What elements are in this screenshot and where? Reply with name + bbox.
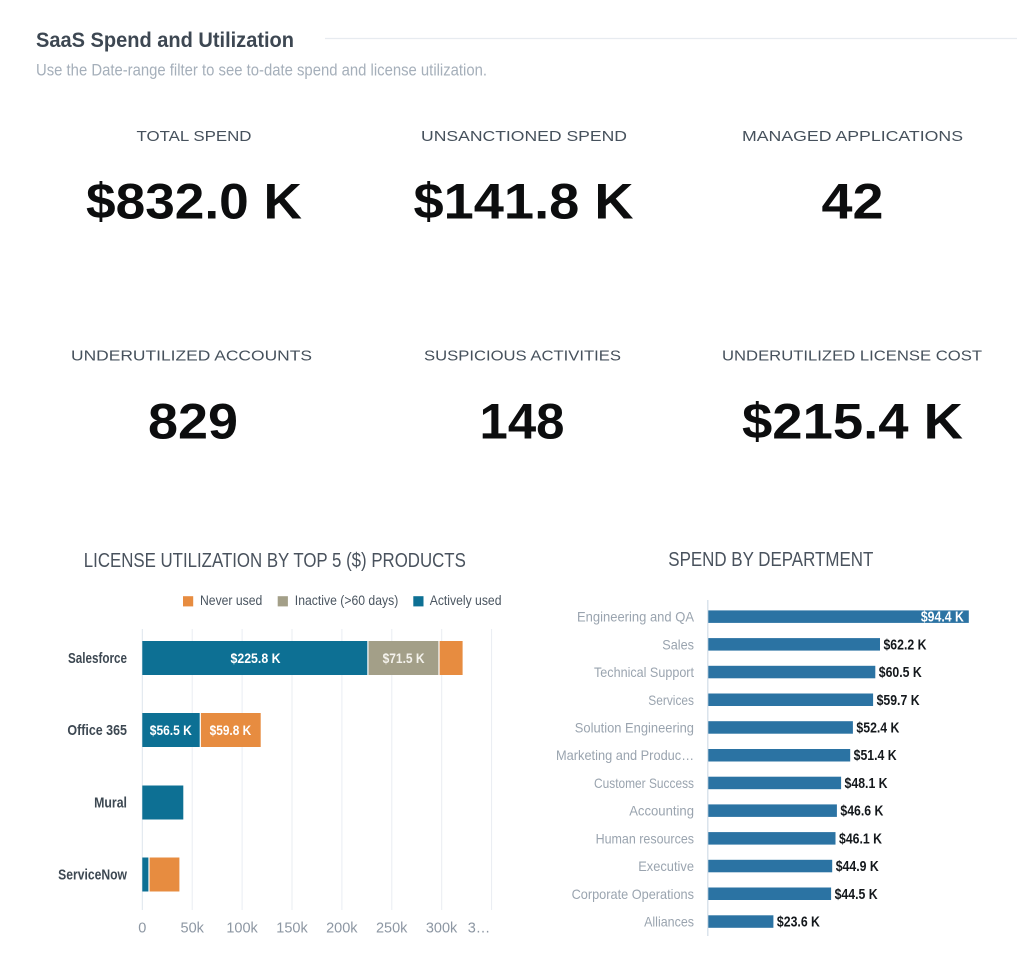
svg-text:$71.5 K: $71.5 K [383, 650, 425, 666]
svg-text:$46.1 K: $46.1 K [839, 831, 882, 847]
svg-text:100k: 100k [226, 921, 258, 937]
svg-text:$60.5 K: $60.5 K [879, 665, 922, 681]
svg-text:$44.9 K: $44.9 K [836, 859, 879, 875]
svg-text:Human resources: Human resources [596, 830, 694, 846]
svg-text:SaaS Spend and Utilization: SaaS Spend and Utilization [36, 29, 294, 52]
svg-text:Customer Success: Customer Success [594, 775, 694, 791]
svg-text:$141.8 K: $141.8 K [414, 174, 634, 230]
svg-text:150k: 150k [276, 921, 308, 937]
svg-text:TOTAL SPEND: TOTAL SPEND [137, 128, 252, 145]
svg-text:Sales: Sales [662, 636, 694, 652]
svg-text:250k: 250k [376, 921, 408, 937]
svg-text:$59.8 K: $59.8 K [210, 722, 252, 738]
svg-text:3…: 3… [468, 921, 491, 937]
svg-text:$56.5 K: $56.5 K [150, 722, 192, 738]
svg-text:SUSPICIOUS ACTIVITIES: SUSPICIOUS ACTIVITIES [424, 348, 621, 365]
svg-text:Alliances: Alliances [644, 914, 694, 930]
svg-text:Services: Services [648, 692, 694, 708]
svg-text:Solution Engineering: Solution Engineering [575, 719, 694, 735]
svg-text:Marketing and Produc…: Marketing and Produc… [556, 747, 694, 763]
svg-text:$215.4 K: $215.4 K [742, 394, 963, 450]
svg-text:Actively used: Actively used [430, 593, 502, 608]
svg-text:UNDERUTILIZED ACCOUNTS: UNDERUTILIZED ACCOUNTS [71, 348, 312, 365]
svg-text:SPEND BY DEPARTMENT: SPEND BY DEPARTMENT [668, 548, 873, 571]
svg-text:$48.1 K: $48.1 K [845, 776, 888, 792]
svg-text:829: 829 [148, 394, 238, 450]
svg-text:Accounting: Accounting [629, 803, 694, 819]
svg-text:Corporate Operations: Corporate Operations [572, 886, 694, 902]
svg-text:Mural: Mural [94, 795, 127, 812]
svg-text:$52.4 K: $52.4 K [856, 720, 899, 736]
svg-text:UNSANCTIONED SPEND: UNSANCTIONED SPEND [421, 128, 627, 145]
svg-text:50k: 50k [181, 921, 205, 937]
svg-text:300k: 300k [426, 921, 458, 937]
svg-text:Technical Support: Technical Support [594, 664, 694, 680]
svg-text:$46.6 K: $46.6 K [840, 804, 883, 820]
svg-text:Salesforce: Salesforce [68, 650, 127, 667]
svg-text:Executive: Executive [638, 858, 694, 874]
svg-text:$59.7 K: $59.7 K [877, 693, 920, 709]
svg-text:200k: 200k [326, 921, 358, 937]
svg-text:42: 42 [822, 174, 884, 230]
svg-text:LICENSE UTILIZATION BY TOP 5 (: LICENSE UTILIZATION BY TOP 5 ($) PRODUCT… [84, 549, 466, 572]
svg-text:$51.4 K: $51.4 K [854, 748, 897, 764]
svg-text:UNDERUTILIZED LICENSE COST: UNDERUTILIZED LICENSE COST [722, 348, 982, 365]
svg-text:$23.6 K: $23.6 K [777, 915, 820, 931]
svg-text:$94.4 K: $94.4 K [921, 610, 964, 626]
svg-text:ServiceNow: ServiceNow [58, 867, 127, 884]
svg-text:$44.5 K: $44.5 K [835, 887, 878, 903]
svg-text:Never used: Never used [200, 593, 262, 608]
svg-text:$225.8 K: $225.8 K [231, 650, 281, 666]
svg-text:0: 0 [138, 921, 146, 937]
svg-text:$62.2 K: $62.2 K [883, 637, 926, 653]
svg-text:$832.0 K: $832.0 K [86, 174, 302, 230]
svg-text:148: 148 [480, 394, 565, 450]
svg-text:Inactive (>60 days): Inactive (>60 days) [295, 593, 399, 608]
svg-text:Office 365: Office 365 [67, 722, 127, 739]
svg-text:MANAGED APPLICATIONS: MANAGED APPLICATIONS [742, 128, 963, 145]
svg-text:Engineering and QA: Engineering and QA [577, 609, 695, 625]
svg-text:Use the Date-range filter to s: Use the Date-range filter to see to-date… [36, 62, 487, 80]
